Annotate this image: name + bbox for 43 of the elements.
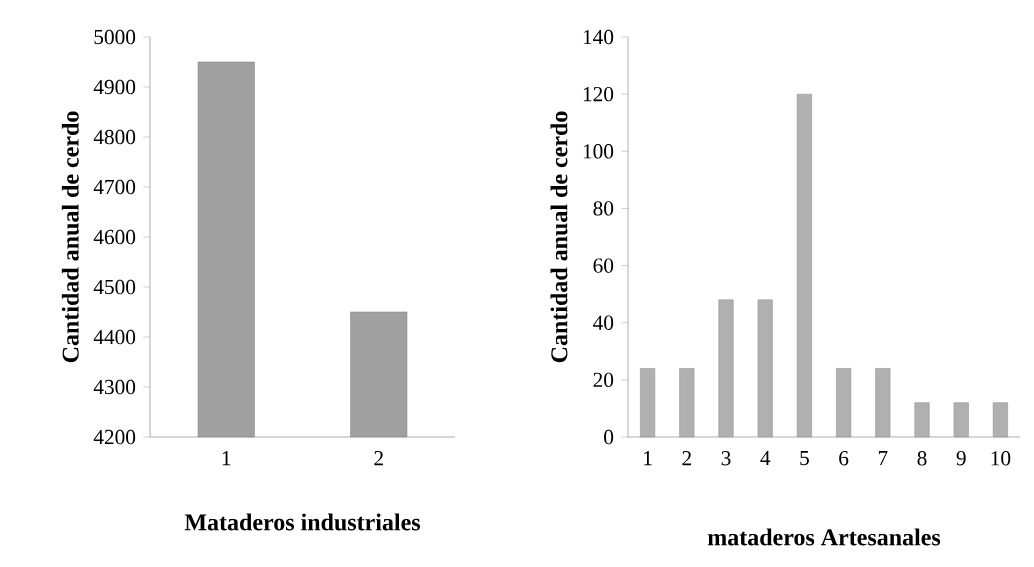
x-tick-label: 10 xyxy=(991,451,1011,466)
x-axis-title: Mataderos industriales xyxy=(184,513,421,531)
y-tick-label: 5000 xyxy=(94,29,136,45)
y-tick-label: 4400 xyxy=(93,329,136,345)
y-tick-label: 4600 xyxy=(93,229,136,245)
y-axis-title: Cantidad anual de cerdo xyxy=(61,111,79,363)
x-tick-label: 6 xyxy=(839,451,849,466)
x-tick-label: 2 xyxy=(682,451,691,466)
bar xyxy=(992,402,1008,438)
bar xyxy=(836,368,852,438)
bar xyxy=(640,368,656,438)
x-tick-label: 3 xyxy=(721,451,731,466)
x-tick-label: 8 xyxy=(917,451,927,466)
bar xyxy=(718,299,734,438)
x-tick-label: 1 xyxy=(222,451,231,466)
y-tick-label: 4500 xyxy=(93,279,136,295)
y-tick-label: 4700 xyxy=(93,179,136,195)
bar xyxy=(914,402,930,438)
bar xyxy=(757,299,773,438)
bar xyxy=(953,402,969,438)
y-tick-label: 4900 xyxy=(93,79,136,95)
y-tick-label: 4300 xyxy=(93,379,136,395)
y-axis-title: Cantidad anual de cerdo xyxy=(550,111,568,363)
y-tick-label: 60 xyxy=(593,258,614,273)
x-tick-label: 5 xyxy=(800,451,809,466)
y-tick-label: 80 xyxy=(593,201,614,216)
x-axis-title: mataderos Artesanales xyxy=(707,528,941,546)
x-tick-label: 9 xyxy=(956,451,966,466)
y-tick-label: 120 xyxy=(583,86,614,102)
y-tick-label: 20 xyxy=(593,372,614,388)
y-tick-label: 40 xyxy=(593,315,614,330)
y-tick-label: 100 xyxy=(583,144,614,159)
bar xyxy=(679,368,695,438)
y-tick-label: 4200 xyxy=(93,429,136,445)
y-tick-label: 4800 xyxy=(93,129,136,145)
x-tick-label: 4 xyxy=(760,451,771,466)
bar xyxy=(875,368,891,438)
y-tick-label: 0 xyxy=(604,429,614,445)
x-tick-label: 2 xyxy=(374,451,383,466)
x-tick-label: 1 xyxy=(644,451,652,466)
x-tick-label: 7 xyxy=(878,451,888,466)
bar xyxy=(796,93,812,438)
y-tick-label: 140 xyxy=(583,29,614,45)
